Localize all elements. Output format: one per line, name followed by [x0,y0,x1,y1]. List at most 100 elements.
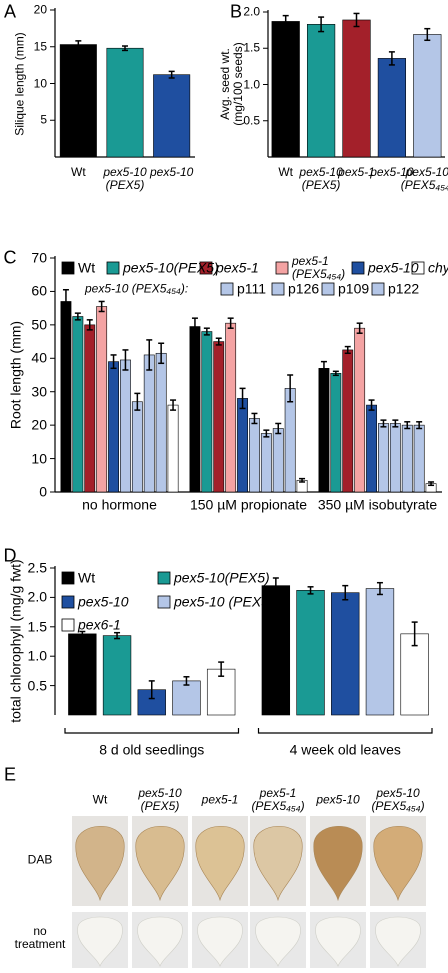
bar [331,592,360,716]
legend-label: pex6-1 [78,616,121,633]
y-tick-label: 60 [31,282,47,299]
legend-swatch [61,618,75,632]
legend-swatch [220,282,234,296]
panel-label: D [3,545,17,566]
y-axis-label: Avg. seed wt. (mg/100 seeds) [218,42,245,126]
legend-label: chy1 [428,259,448,276]
bar [318,368,330,493]
legend-group-label: pex5-10 (PEX5₄₅₄): [85,281,189,296]
bar [377,58,407,158]
y-axis-label: Silique length (mm) [12,32,27,136]
column-label: pex5-10 [316,792,360,807]
panel-label: A [3,1,17,22]
legend-swatch [61,571,75,585]
bar [284,388,296,493]
column-label: pex5-1 (PEX5₄₅₄) [251,786,305,813]
bar [272,428,284,493]
panel-label: C [3,247,17,268]
leaf [195,825,245,902]
y-tick-label: 70 [31,249,47,266]
bar [271,21,300,158]
y-tick-label: 50 [31,316,47,333]
bar [330,373,342,493]
bar [155,352,167,493]
bar [84,324,96,493]
y-tick-label: 1.5 [243,40,260,55]
bar [237,398,248,493]
leaf [137,916,183,967]
bar [342,349,354,493]
row-label: no treatment [14,924,66,951]
y-tick-label: 0 [39,483,47,500]
y-axis-label: Root length (mm) [7,320,24,430]
bar [260,433,272,493]
y-tick-label: 10 [33,76,47,90]
group-bracket [64,728,240,734]
legend-label: pex5-10 (PEX5₄₅₄) [174,593,291,610]
bar [249,418,260,493]
x-tick-label: pex5-10 [149,165,194,179]
x-tick-label: pex5-1 [338,165,375,179]
bar [59,44,97,158]
legend-label: Wt [78,259,96,276]
y-tick-label: 20 [33,2,47,17]
bar [108,361,119,493]
legend-swatch [371,282,385,296]
bar [261,585,291,716]
leaf [197,916,243,967]
legend-swatch [157,595,171,609]
legend-swatch [157,571,171,585]
x-tick-label: pex5-10 (PEX5) [103,165,147,192]
y-tick-label: 30 [31,383,47,400]
legend-label: p109 [338,280,370,297]
leaf [255,916,301,967]
x-tick-label: Wt [278,165,294,179]
y-tick-label: 5 [40,112,47,127]
y-tick-label: 0.5 [27,677,47,694]
bar [96,306,108,493]
panel-label: E [3,764,17,785]
bar [365,588,395,716]
column-label: pex5-10 (PEX5₄₅₄) [371,786,425,813]
column-label: pex5-1 [201,792,239,807]
leaf [77,916,123,967]
leaf [375,916,421,967]
bar [106,47,144,158]
legend-swatch [61,595,75,609]
legend-label: pex5-10(PEX5) [174,569,270,586]
legend-label: p122 [388,280,420,297]
legend-label: Wt [78,569,96,586]
column-label: Wt [92,792,108,807]
y-tick-label: 10 [31,450,47,467]
legend-swatch [351,261,365,275]
leaf [135,825,185,902]
legend-label: pex5-1 [216,259,259,276]
bar [366,404,377,493]
legend-swatch [275,261,289,275]
bar [172,680,201,716]
bar [131,401,143,493]
bar [354,327,366,493]
group-label: no hormone [82,496,157,513]
y-tick-label: 2.0 [27,588,47,605]
bar [153,74,191,158]
bar [413,34,442,158]
legend-swatch [411,261,425,275]
legend-label: pex5-10 [368,259,419,276]
x-tick-label: pex5-10 [370,165,414,179]
y-tick-label: 40 [31,349,47,366]
bar [213,341,225,493]
bar [68,633,97,716]
bar [342,19,371,158]
bar [201,331,213,493]
bar [389,423,401,493]
bar [378,423,389,493]
group-label: 8 d old seedlings [99,741,205,758]
y-tick-label: 15 [33,39,47,54]
y-tick-label: 0.5 [243,113,260,128]
column-label: pex5-10 (PEX5) [138,786,182,813]
y-tick-label: 1.0 [243,77,260,91]
legend-swatch [61,261,75,275]
bar [296,590,325,716]
